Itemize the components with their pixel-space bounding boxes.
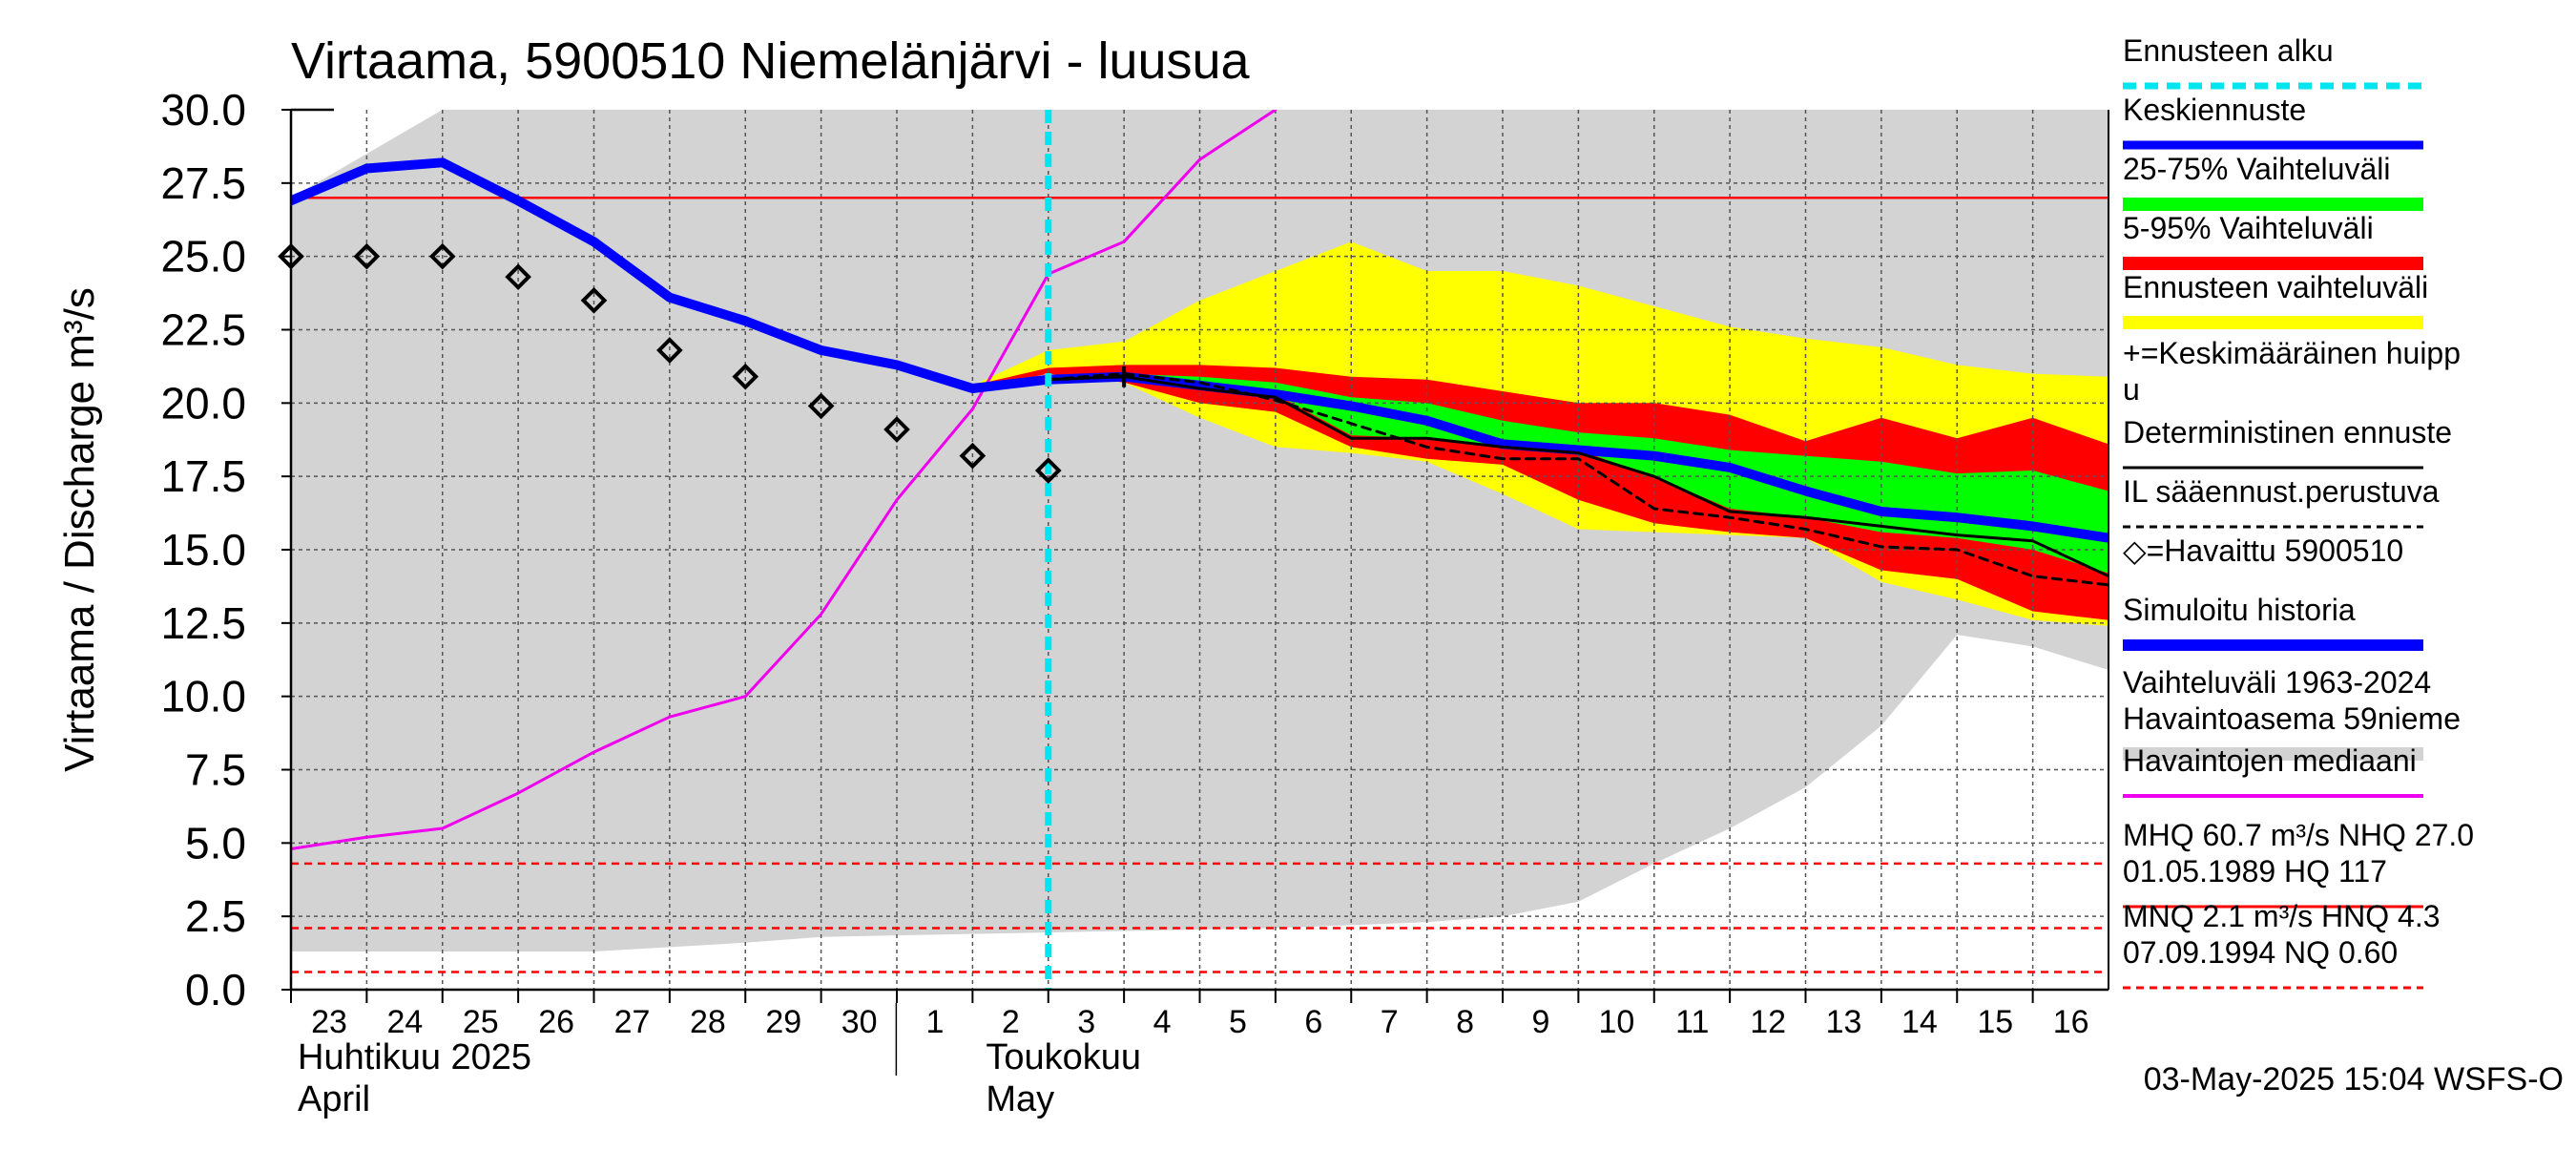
x-tick-label: 26 (538, 1004, 574, 1040)
x-tick-label: 12 (1750, 1004, 1786, 1040)
x-tick-label: 23 (311, 1004, 347, 1040)
x-tick-label: 4 (1153, 1004, 1172, 1040)
y-tick-label: 25.0 (160, 232, 246, 282)
month-label-fi: Toukokuu (986, 1037, 1141, 1077)
x-tick-label: 10 (1598, 1004, 1634, 1040)
y-tick-label: 10.0 (160, 672, 246, 721)
y-tick-label: 5.0 (185, 818, 246, 868)
legend-label: 07.09.1994 NQ 0.60 (2123, 935, 2398, 970)
observed-point (732, 363, 759, 390)
legend-label: MHQ 60.7 m³/s NHQ 27.0 (2123, 818, 2474, 852)
x-tick-label: 16 (2053, 1004, 2089, 1040)
y-tick-label: 22.5 (160, 305, 246, 355)
legend-label: Keskiennuste (2123, 93, 2306, 127)
x-tick-label: 6 (1304, 1004, 1322, 1040)
y-tick-label: 27.5 (160, 158, 246, 208)
x-tick-label: 5 (1229, 1004, 1247, 1040)
observed-point (428, 242, 456, 270)
x-tick-label: 8 (1456, 1004, 1474, 1040)
legend-label: 5-95% Vaihteluväli (2123, 211, 2374, 245)
month-label-en: April (298, 1079, 370, 1119)
legend-label: IL sääennust.perustuva (2123, 474, 2440, 509)
plot-area (291, 110, 2109, 990)
x-tick-label: 9 (1532, 1004, 1550, 1040)
band-25-75-vaihteluv-li (972, 373, 2109, 574)
x-tick-label: 7 (1381, 1004, 1399, 1040)
y-tick-label: 7.5 (185, 745, 246, 795)
legend-label: Vaihteluväli 1963-2024 (2123, 665, 2431, 700)
legend-label: ◇=Havaittu 5900510 (2123, 533, 2403, 568)
legend-label: Simuloitu historia (2123, 593, 2356, 627)
y-tick-label: 30.0 (160, 85, 246, 135)
y-tick-label: 12.5 (160, 598, 246, 648)
legend-label: Havaintojen mediaani (2123, 743, 2417, 778)
x-tick-label: 14 (1901, 1004, 1938, 1040)
x-tick-label: 27 (614, 1004, 651, 1040)
x-tick-label: 3 (1077, 1004, 1095, 1040)
mean-peak-marker (1113, 366, 1135, 387)
legend-label: Deterministinen ennuste (2123, 415, 2452, 450)
observed-point (883, 416, 910, 443)
x-tick-label: 15 (1977, 1004, 2013, 1040)
line-simuloitu-historia (291, 157, 1053, 393)
legend-label: u (2123, 372, 2140, 407)
observed-point (807, 392, 835, 420)
observed-point (580, 286, 608, 314)
observed-point (505, 263, 531, 291)
chart-title: Virtaama, 5900510 Niemelänjärvi - luusua (291, 32, 1251, 90)
legend-label: Havaintoasema 59nieme (2123, 701, 2461, 736)
x-tick-label: 1 (926, 1004, 945, 1040)
footer-timestamp: 03-May-2025 15:04 WSFS-O (2144, 1061, 2564, 1098)
x-tick-label: 29 (765, 1004, 801, 1040)
legend-label: Ennusteen vaihteluväli (2123, 270, 2428, 304)
legend-label: 01.05.1989 HQ 117 (2123, 854, 2387, 889)
x-tick-label: 11 (1675, 1004, 1709, 1040)
y-tick-label: 0.0 (185, 965, 246, 1014)
y-tick-label: 17.5 (160, 451, 246, 501)
observed-point (656, 337, 683, 364)
line-havaintojen-mediaani (291, 110, 1278, 850)
legend-label: MNQ 2.1 m³/s HNQ 4.3 (2123, 899, 2441, 933)
x-tick-label: 24 (386, 1004, 423, 1040)
y-tick-label: 20.0 (160, 378, 246, 428)
y-tick-label: 15.0 (160, 525, 246, 575)
legend-label: Ennusteen alku (2123, 33, 2334, 68)
legend-label: +=Keskimääräinen huipp (2123, 336, 2461, 370)
line-deterministinen-ennuste (1047, 375, 2109, 578)
x-tick-label: 13 (1826, 1004, 1862, 1040)
observed-point (353, 242, 381, 270)
month-label-en: May (986, 1079, 1054, 1119)
observed-point (959, 442, 987, 470)
x-tick-label: 25 (463, 1004, 499, 1040)
x-tick-label: 2 (1002, 1004, 1020, 1040)
y-axis-label: Virtaama / Discharge m³/s (56, 287, 103, 772)
line-il-s-ennust-perustuva (1047, 372, 2109, 587)
legend-label: 25-75% Vaihteluväli (2123, 152, 2390, 186)
month-label-fi: Huhtikuu 2025 (298, 1037, 531, 1077)
x-tick-label: 30 (841, 1004, 878, 1040)
x-tick-label: 28 (690, 1004, 726, 1040)
y-tick-label: 2.5 (185, 891, 246, 941)
line-keskiennuste (1043, 371, 2109, 543)
observed-point (1034, 457, 1062, 484)
